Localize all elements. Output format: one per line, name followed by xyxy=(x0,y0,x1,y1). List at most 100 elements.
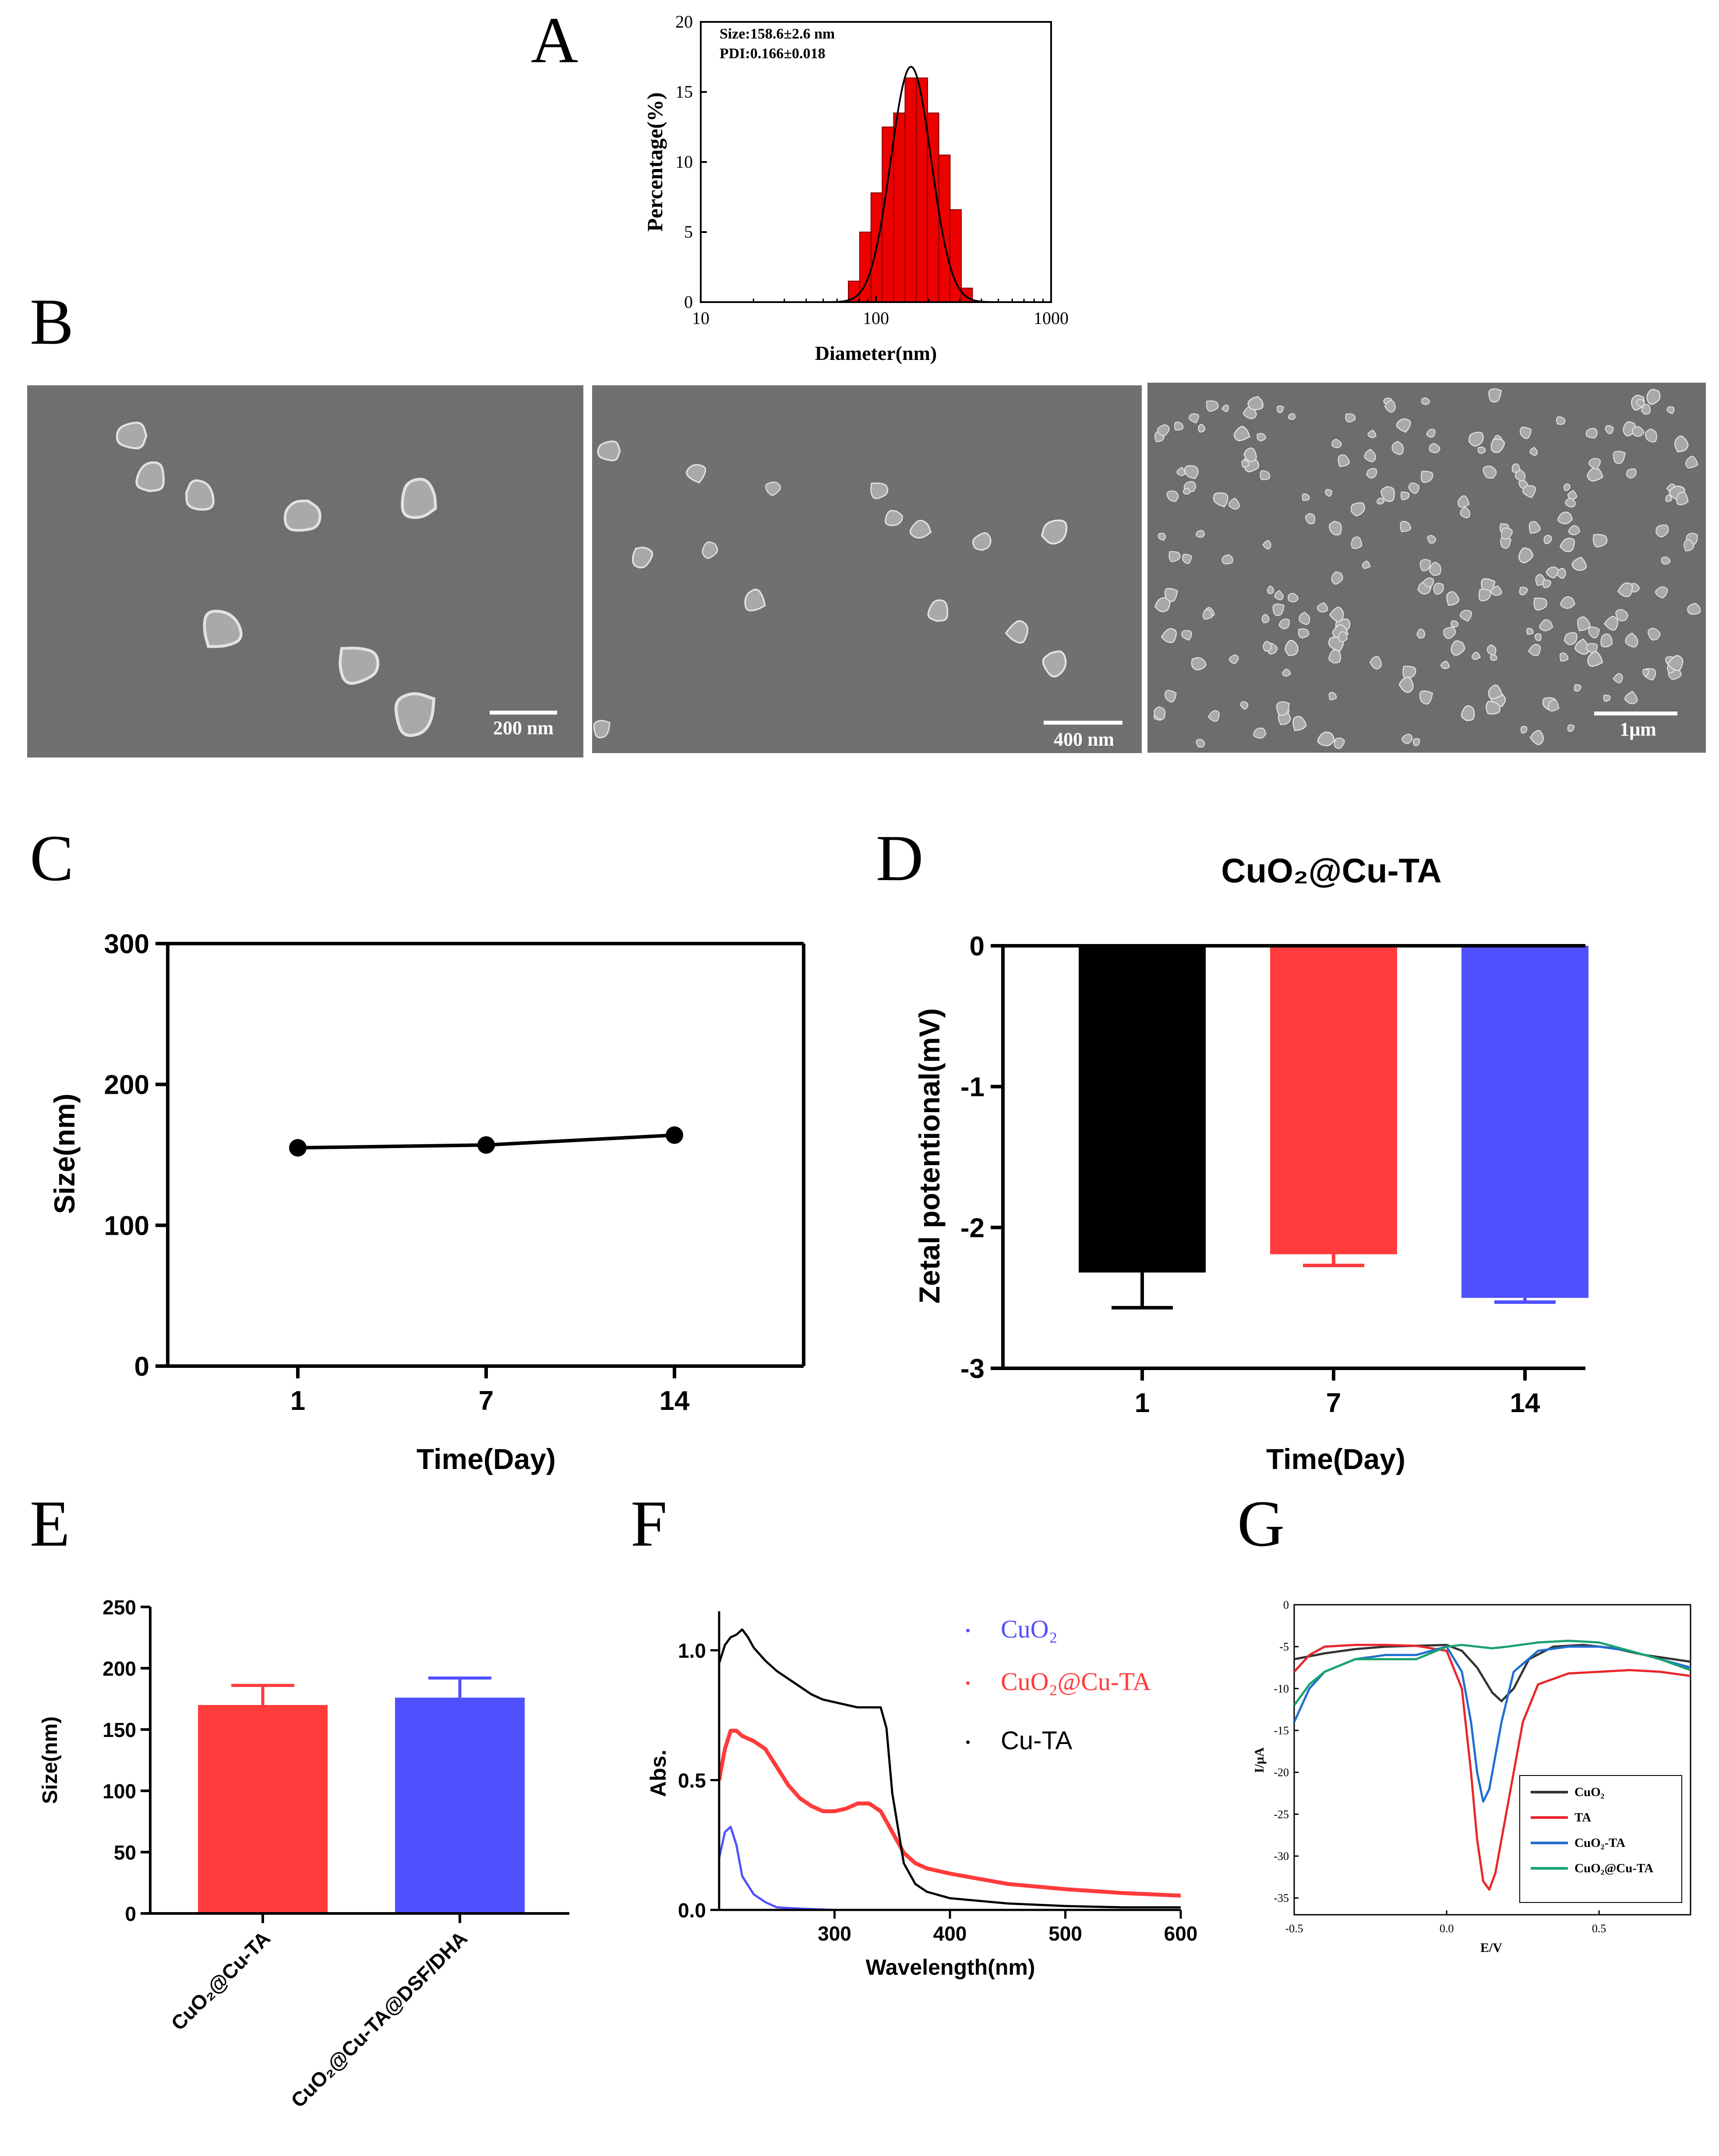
sem-particle xyxy=(1317,731,1335,747)
sem-particle xyxy=(1370,656,1382,669)
chart-e-y-tick-label: 150 xyxy=(102,1719,136,1741)
sem-particle xyxy=(1302,493,1310,501)
chart-d-bar xyxy=(1270,946,1397,1254)
chart-d-y-axis-label: Zetal potentional(mV) xyxy=(913,1008,946,1304)
sem-particle xyxy=(1676,492,1689,505)
sem-particle xyxy=(203,609,243,648)
sem-particle xyxy=(1396,418,1411,433)
chart-c-x-tick-label: 14 xyxy=(660,1386,690,1416)
sem-particle xyxy=(1288,413,1296,420)
sem-particle xyxy=(1443,627,1456,639)
sem-particle xyxy=(1184,465,1199,479)
sem-particle xyxy=(1282,669,1291,677)
sem-particle xyxy=(1158,533,1166,541)
panel-letter-c: C xyxy=(30,822,74,895)
chart-a-bar xyxy=(915,78,928,303)
chart-e-y-axis-label: Size(nm) xyxy=(39,1716,62,1804)
chart-c-point xyxy=(477,1136,495,1154)
sem-particle xyxy=(1641,404,1651,415)
sem-particle xyxy=(185,479,215,511)
sem-particle xyxy=(765,481,781,496)
sem-particle xyxy=(1539,619,1553,631)
chart-c-x-axis-label: Time(Day) xyxy=(417,1443,556,1475)
sem-particle xyxy=(1325,489,1333,497)
chart-e-error-bar xyxy=(428,1676,491,1698)
chart-a: 10 100 1000 0 5 10 15 20 Size:158.6±2.6 nm PDI:… xyxy=(642,12,1069,364)
sem-particle xyxy=(1646,389,1661,405)
sem-particle xyxy=(1426,429,1436,438)
sem-particle xyxy=(1451,620,1459,627)
chart-g-legend-box xyxy=(1519,1775,1682,1903)
sem-particle xyxy=(1528,644,1541,656)
sem-particle xyxy=(1655,586,1668,599)
sem-particle xyxy=(1253,727,1267,739)
sem-particle xyxy=(1461,705,1475,721)
sem-particle xyxy=(1626,468,1637,479)
sem-particle xyxy=(1600,633,1613,648)
sem-particle xyxy=(1408,482,1420,494)
sem-particle xyxy=(1427,535,1437,544)
sem-particle xyxy=(401,478,437,519)
sem-particle xyxy=(1548,699,1560,712)
chart-a-y-tick-label: 20 xyxy=(675,12,693,32)
sem-particle xyxy=(1684,539,1694,552)
chart-f-legend-marker xyxy=(966,1740,970,1744)
chart-g-x-tick-label: -0.5 xyxy=(1285,1922,1303,1935)
sem-particle xyxy=(1351,536,1362,549)
sem-particle xyxy=(1648,627,1661,641)
sem-particle xyxy=(1563,483,1571,491)
sem-particle xyxy=(1367,430,1377,438)
sem-particle xyxy=(1429,562,1441,576)
sem-particle xyxy=(1665,494,1673,502)
sem-particle xyxy=(1168,551,1181,562)
chart-d-x-tick-label: 1 xyxy=(1135,1388,1150,1418)
sem-particle xyxy=(1490,438,1505,453)
sem-particle xyxy=(1559,538,1575,552)
sem-particle xyxy=(1157,424,1170,437)
chart-e-error-bar xyxy=(231,1684,294,1705)
sem-particle xyxy=(1533,597,1547,611)
sem-particle xyxy=(1278,618,1290,629)
chart-a-y-axis-label: Percentage(%) xyxy=(642,92,667,232)
chart-d-y-tick-label: 0 xyxy=(970,931,985,962)
sem-particle xyxy=(1588,458,1601,470)
sem-particle xyxy=(1486,701,1500,715)
sem-particle xyxy=(1240,701,1249,710)
sem-particle xyxy=(1568,525,1581,535)
sem-particle xyxy=(1567,490,1577,500)
chart-c-x-tick-label: 7 xyxy=(479,1386,494,1416)
chart-c-y-tick-label: 200 xyxy=(104,1070,149,1100)
sem-particle xyxy=(1334,737,1345,749)
sem-particle xyxy=(1472,652,1481,660)
sem-particle xyxy=(702,541,718,559)
sem-particle xyxy=(1655,524,1669,538)
sem-particle xyxy=(1351,502,1365,516)
chart-f-y-tick-label: 0.0 xyxy=(678,1899,706,1922)
chart-c-point xyxy=(289,1139,307,1157)
sem-particle xyxy=(1501,527,1513,539)
sem-particle xyxy=(1412,738,1420,747)
chart-e-y-tick-label: 250 xyxy=(102,1596,136,1619)
sem-particle xyxy=(1362,560,1371,569)
sem-particle xyxy=(1338,631,1348,642)
chart-g-x-tick-label: 0.5 xyxy=(1592,1922,1606,1935)
chart-e: 0 50 100 150 200 250 CuO₂@Cu-TA CuO₂@Cu-TA@DSF/… xyxy=(39,1596,569,2112)
chart-f-y-axis-label: Abs. xyxy=(646,1750,671,1797)
chart-d-error-bar xyxy=(1112,1272,1173,1310)
sem-particle xyxy=(1196,739,1205,748)
chart-g-series-line xyxy=(1294,1639,1691,1706)
chart-f-x-tick-label: 400 xyxy=(933,1922,967,1945)
sem-particle xyxy=(744,588,766,612)
sem-particle xyxy=(1587,651,1603,667)
chart-e-bar xyxy=(198,1705,328,1913)
sem-particle xyxy=(1196,530,1205,538)
sem-particle xyxy=(1285,640,1299,656)
sem-particle xyxy=(1603,616,1619,631)
sem-particle xyxy=(1624,690,1638,705)
sem-particle xyxy=(1529,730,1544,745)
chart-e-y-tick-label: 100 xyxy=(102,1780,136,1803)
sem-particle xyxy=(870,483,889,499)
sem-particle xyxy=(1515,469,1526,482)
sem-particle xyxy=(1592,534,1608,548)
